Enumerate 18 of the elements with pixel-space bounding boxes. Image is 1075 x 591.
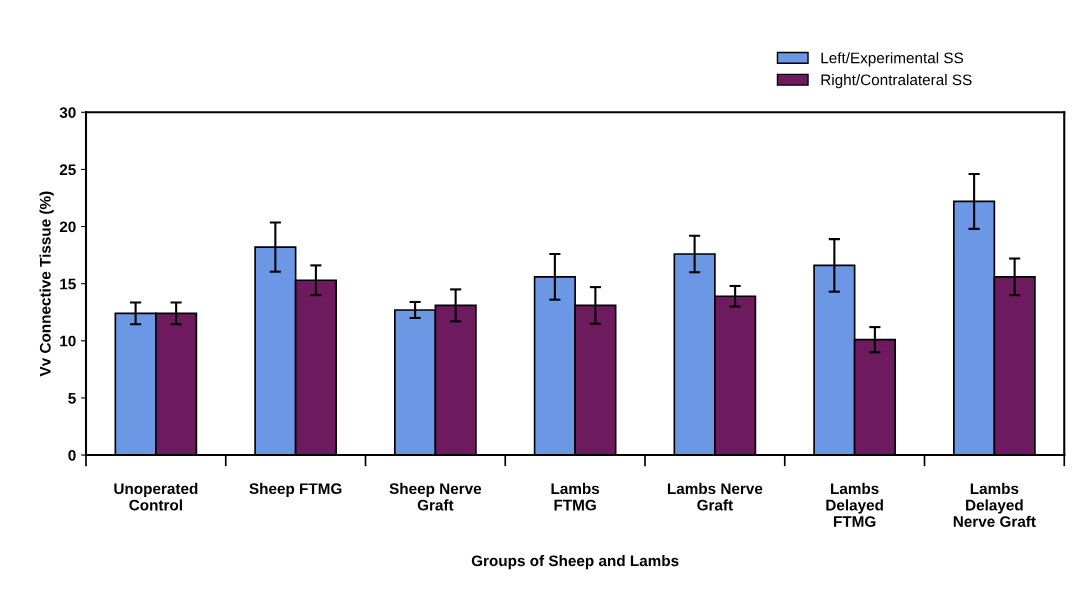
- y-tick-label: 25: [59, 164, 76, 176]
- x-tick-label: Lambs Delayed Nerve Graft: [953, 482, 1036, 527]
- x-tick-label: Sheep FTMG: [249, 482, 342, 498]
- y-tick-label: 15: [60, 278, 76, 290]
- y-tick-label: 10: [60, 335, 76, 347]
- y-tick-label: 30: [59, 107, 76, 118]
- legend-label: Left/Experimental SS: [821, 52, 964, 67]
- y-axis-title: Vv Connective Tissue (%): [39, 191, 54, 377]
- legend-label: Right/Contralateral SS: [821, 74, 972, 89]
- x-tick-label: Lambs Nerve Graft: [667, 482, 763, 511]
- x-tick-label: Sheep Nerve Graft: [389, 482, 482, 511]
- y-tick-label: 5: [68, 392, 76, 404]
- x-axis-title: Groups of Sheep and Lambs: [471, 555, 679, 570]
- y-tick-label: 0: [68, 449, 76, 461]
- x-tick-label: Lambs FTMG: [551, 482, 600, 511]
- x-tick-label: Unoperated Control: [114, 482, 198, 511]
- x-tick-label: Lambs Delayed FTMG: [826, 482, 883, 527]
- y-tick-label: 20: [59, 221, 76, 233]
